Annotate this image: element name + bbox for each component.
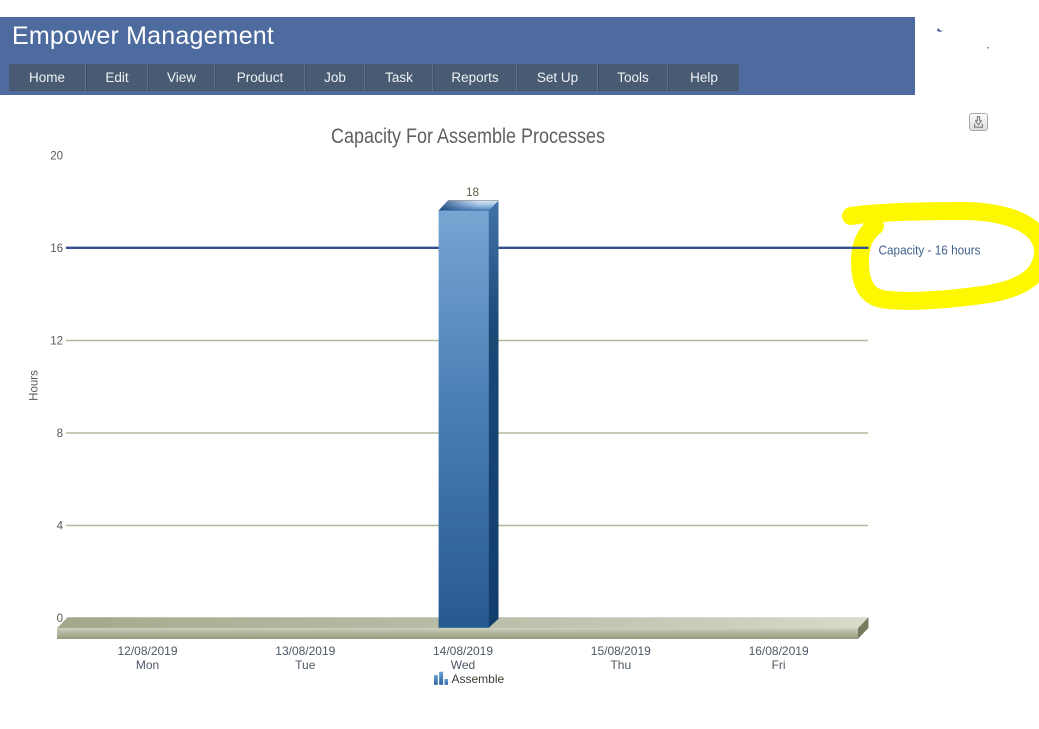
svg-text:16/08/2019: 16/08/2019 (749, 644, 809, 658)
svg-text:Thu: Thu (610, 658, 631, 672)
svg-text:15/08/2019: 15/08/2019 (591, 644, 651, 658)
svg-text:13/08/2019: 13/08/2019 (275, 644, 335, 658)
svg-text:Tue: Tue (295, 658, 316, 672)
svg-text:16: 16 (50, 243, 63, 255)
svg-text:12: 12 (50, 336, 63, 348)
svg-text:Wed: Wed (451, 658, 475, 672)
svg-text:4: 4 (57, 521, 64, 533)
svg-text:14/08/2019: 14/08/2019 (433, 644, 493, 658)
svg-text:Hours: Hours (29, 370, 41, 401)
svg-text:18: 18 (466, 186, 479, 199)
svg-text:Assemble: Assemble (452, 672, 505, 686)
svg-text:0: 0 (57, 613, 63, 625)
svg-text:Capacity For Assemble Processe: Capacity For Assemble Processes (331, 125, 605, 148)
svg-text:Mon: Mon (136, 658, 159, 672)
svg-text:Fri: Fri (772, 658, 786, 672)
svg-text:12/08/2019: 12/08/2019 (117, 644, 177, 658)
svg-text:20: 20 (50, 151, 63, 163)
svg-text:Capacity - 16 hours: Capacity - 16 hours (879, 242, 981, 257)
svg-text:8: 8 (57, 428, 63, 440)
